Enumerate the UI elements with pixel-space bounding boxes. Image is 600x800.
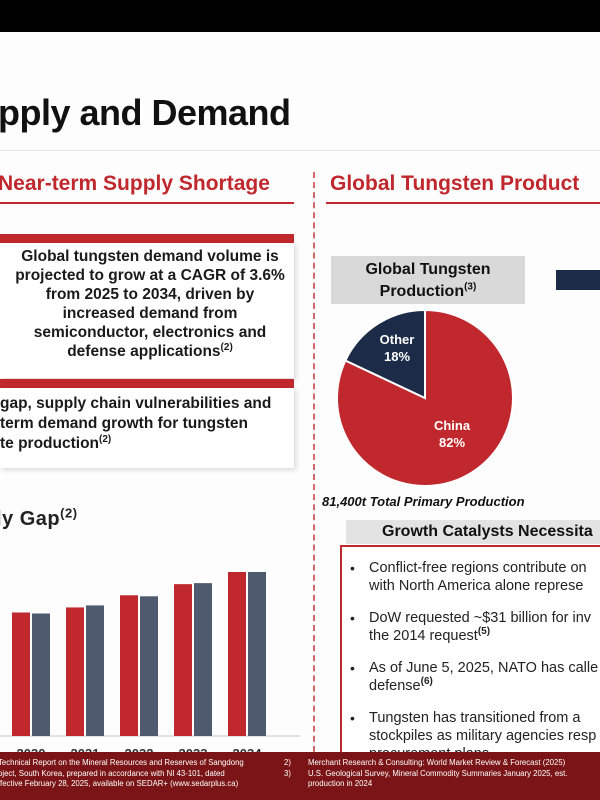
- footnote-ref: (2): [220, 341, 233, 353]
- column-divider: [313, 172, 315, 772]
- footnote-ref: (5): [477, 626, 491, 638]
- supply-gap-chart-title: ly Gap(2): [0, 505, 78, 531]
- supply-gap-bar-chart: 20302031203220332034: [0, 572, 300, 761]
- production-pie-chart: China 82% Other 18%: [336, 308, 514, 487]
- box2-line-text: te production: [0, 435, 100, 452]
- bar-2031-series-2: [86, 605, 104, 736]
- footnote-col2: Merchant Research & Consulting: World Ma…: [308, 758, 567, 790]
- box1-line: Global tungsten demand volume is: [21, 248, 279, 265]
- pie-label-other: Other: [380, 332, 415, 347]
- catalyst-line: Conflict-free regions contribute on: [369, 560, 587, 576]
- footnote-line: ffective February 28, 2025, available on…: [0, 779, 239, 788]
- growth-catalysts-box: Conflict-free regions contribute on with…: [340, 545, 600, 778]
- box1-line: projected to grow at a CAGR of 3.6%: [15, 267, 285, 284]
- growth-catalysts-heading: Growth Catalysts Necessita: [346, 520, 600, 544]
- pie-slice-other: [344, 308, 426, 400]
- footnote-line: Technical Report on the Mineral Resource…: [0, 758, 244, 767]
- production-label-text: Production: [379, 283, 465, 300]
- bar-2032-series-1: [120, 595, 138, 736]
- production-label: Global Tungsten Production(3): [331, 256, 525, 304]
- pie-label-china: China: [434, 418, 471, 433]
- catalyst-line: DoW requested ~$31 billion for inv: [369, 610, 592, 626]
- production-label-line1: Global Tungsten: [365, 261, 491, 278]
- catalyst-item: As of June 5, 2025, NATO has calle defen…: [350, 659, 600, 695]
- box1-line-last: defense applications(2): [14, 342, 286, 361]
- box2-line: gap, supply chain vulnerabilities and: [0, 395, 272, 412]
- bar-2033-series-1: [174, 584, 192, 736]
- box2-accent-bar: [0, 379, 294, 388]
- left-column-heading: Near-term Supply Shortage: [0, 172, 270, 195]
- footnote-ref: (3): [464, 281, 477, 293]
- catalyst-line: As of June 5, 2025, NATO has calle: [369, 660, 599, 676]
- footnote-line: oject, South Korea, prepared in accordan…: [0, 768, 225, 778]
- footnote-number: 2): [284, 758, 291, 767]
- slide: pply and Demand Near-term Supply Shortag…: [0, 32, 600, 800]
- demand-growth-box: Global tungsten demand volume is project…: [0, 243, 294, 378]
- catalyst-line: defense(6): [369, 677, 600, 695]
- box1-line: semiconductor, electronics and: [33, 324, 267, 341]
- supply-gap-box: gap, supply chain vulnerabilities and te…: [0, 388, 294, 468]
- catalyst-line: with North America alone represe: [369, 578, 584, 594]
- chart-title-text: ly Gap: [0, 508, 61, 530]
- catalyst-line: the 2014 request(5): [369, 627, 600, 645]
- footnote-numbers: 2) 3): [284, 758, 294, 779]
- footnote-line: Merchant Research & Consulting: World Ma…: [308, 758, 566, 767]
- bar-2031-series-1: [66, 607, 84, 736]
- box2-line-last: te production(2): [0, 434, 294, 454]
- catalyst-line: Tungsten has transitioned from a: [369, 710, 581, 726]
- bar-2030-series-2: [32, 613, 50, 736]
- pie-caption: 81,400t Total Primary Production: [322, 494, 525, 509]
- catalyst-item: Conflict-free regions contribute on with…: [350, 559, 600, 595]
- right-column-heading: Global Tungsten Product: [330, 172, 580, 195]
- right-heading-rule: [326, 202, 600, 204]
- bar-2034-series-2: [248, 572, 266, 736]
- catalyst-line-text: defense: [369, 678, 421, 694]
- footnote-ref: (2): [99, 433, 112, 445]
- box1-line: from 2025 to 2034, driven by: [45, 286, 255, 303]
- box1-accent-bar: [0, 234, 294, 243]
- catalyst-list: Conflict-free regions contribute on with…: [342, 547, 600, 763]
- title-divider: [0, 150, 600, 151]
- pie-slice-china: [336, 308, 514, 487]
- bar-2030-series-1: [12, 612, 30, 736]
- footnote-ref: (6): [420, 676, 433, 688]
- bar-2032-series-2: [140, 596, 158, 736]
- bar-2034-series-1: [228, 572, 246, 736]
- bar-2033-series-2: [194, 583, 212, 736]
- catalyst-line: stockpiles as military agencies resp: [369, 728, 597, 744]
- left-heading-rule: [0, 202, 294, 204]
- footnote-line: U.S. Geological Survey, Mineral Commodit…: [308, 768, 568, 778]
- catalyst-line-text: the 2014 request: [369, 628, 478, 644]
- footnote-line: production in 2024: [308, 779, 373, 788]
- box2-line: term demand growth for tungsten: [0, 415, 248, 432]
- box1-line-text: defense applications: [67, 343, 221, 360]
- production-label-line2: Production(3): [331, 281, 525, 303]
- slide-title: pply and Demand: [0, 92, 291, 133]
- footnotes-footer: Technical Report on the Mineral Resource…: [0, 752, 600, 800]
- pie-value-china: 82%: [439, 435, 465, 450]
- box1-line: increased demand from: [62, 305, 238, 322]
- pie-value-other: 18%: [384, 349, 410, 364]
- catalyst-item: DoW requested ~$31 billion for inv the 2…: [350, 609, 600, 645]
- footnote-number: 3): [284, 768, 291, 778]
- navy-accent-bar: [556, 270, 600, 290]
- footnote-col1: Technical Report on the Mineral Resource…: [0, 758, 244, 790]
- footnote-ref: (2): [60, 505, 78, 521]
